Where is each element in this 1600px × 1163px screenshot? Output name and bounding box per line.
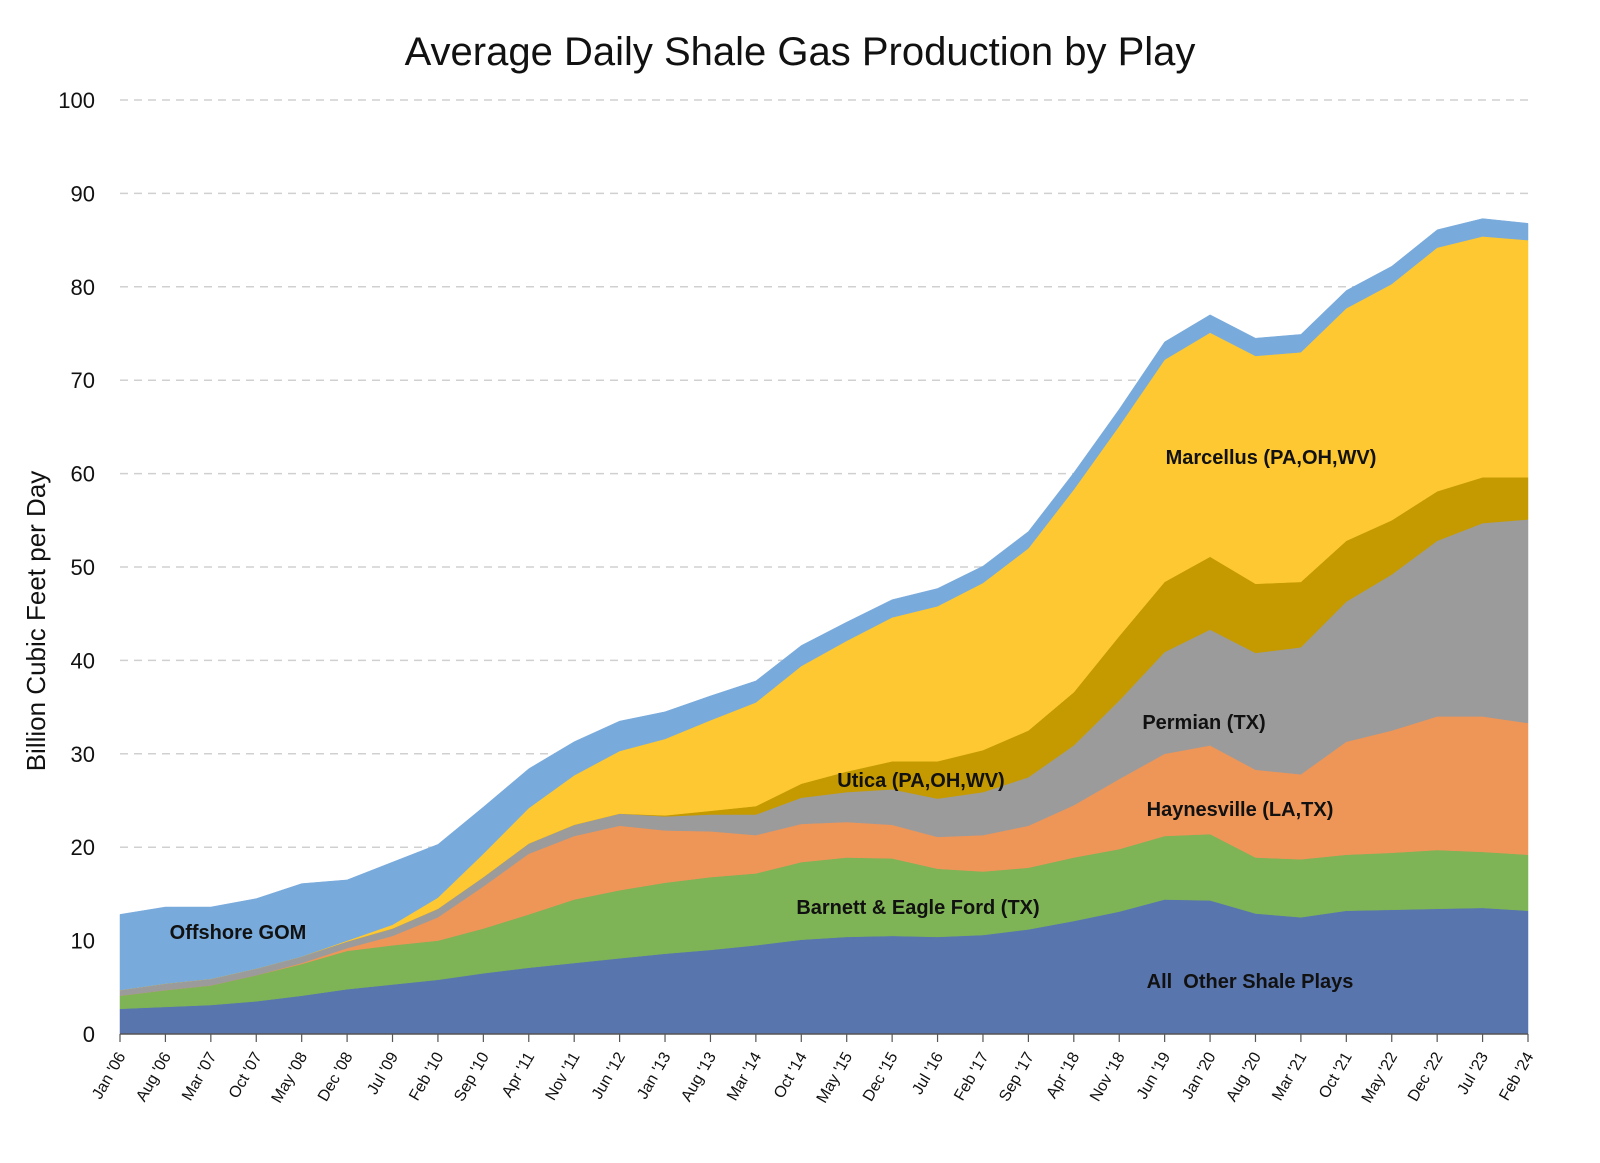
- x-tick-label: Feb '17: [951, 1049, 992, 1103]
- x-tick-label: Aug '06: [133, 1049, 175, 1104]
- y-tick-labels: 0 10 20 30 40 50 60 70 80 90 100: [58, 88, 95, 1047]
- x-tick-label: Aug '20: [1223, 1049, 1265, 1104]
- y-axis-title: Billion Cubic Feet per Day: [21, 471, 51, 772]
- x-tick-label: Oct '21: [1316, 1049, 1356, 1101]
- x-tick-label: Oct '07: [226, 1049, 266, 1101]
- y-tick-label: 70: [71, 368, 95, 393]
- area-label: Haynesville (LA,TX): [1147, 799, 1334, 821]
- y-tick-label: 100: [58, 88, 95, 113]
- y-tick-label: 30: [71, 742, 95, 767]
- y-tick-label: 40: [71, 648, 95, 673]
- area-label: Permian (TX): [1142, 712, 1265, 734]
- x-tick-label: Apr '11: [499, 1049, 538, 1100]
- x-tick-label: Sep '17: [996, 1049, 1038, 1104]
- y-tick-label: 80: [71, 275, 95, 300]
- x-tick-label: Mar '21: [1269, 1049, 1310, 1103]
- y-tick-label: 90: [71, 181, 95, 206]
- y-tick-label: 0: [83, 1022, 95, 1047]
- x-tick-label: Jan '20: [1179, 1049, 1219, 1102]
- area-label: Utica (PA,OH,WV): [837, 770, 1004, 792]
- series-areas: [119, 218, 1529, 1035]
- x-tick-label: Jul '23: [1454, 1049, 1492, 1097]
- area-annotations: Offshore GOM Barnett & Eagle Ford (TX) All…: [170, 447, 1377, 993]
- x-tick-label: Sep '10: [451, 1049, 493, 1104]
- x-tick-labels: Jan '06 Aug '06 Mar '07 Oct '07 May '08 Dec '…: [89, 1049, 1537, 1106]
- x-tick-label: Nov '11: [543, 1049, 584, 1103]
- x-tick-label: Feb '10: [406, 1049, 447, 1103]
- series-area-6: [119, 218, 1529, 991]
- area-label: All Other Shale Plays: [1147, 971, 1354, 993]
- x-tick-label: May '08: [269, 1049, 312, 1106]
- axes: [119, 1033, 1529, 1042]
- x-tick-label: Dec '08: [315, 1049, 357, 1104]
- x-tick-label: Jan '06: [89, 1049, 129, 1102]
- x-tick-label: Jun '19: [1134, 1049, 1174, 1102]
- y-tick-label: 20: [71, 835, 95, 860]
- x-tick-label: Aug '13: [678, 1049, 720, 1104]
- x-tick-label: Jul '16: [909, 1049, 947, 1097]
- x-tick-label: Mar '07: [179, 1049, 220, 1103]
- x-tick-label: Dec '15: [860, 1049, 902, 1104]
- x-tick-label: Jan '13: [634, 1049, 674, 1102]
- x-tick-label: May '22: [1359, 1049, 1402, 1106]
- x-tick-label: Apr '18: [1043, 1049, 1083, 1101]
- area-label: Offshore GOM: [170, 922, 307, 944]
- x-tick-label: Jul '09: [364, 1049, 402, 1097]
- y-tick-label: 50: [71, 555, 95, 580]
- y-tick-label: 10: [71, 929, 95, 954]
- x-tick-label: Jun '12: [589, 1049, 629, 1102]
- x-tick-label: May '15: [814, 1049, 857, 1106]
- x-tick-label: Dec '22: [1405, 1049, 1447, 1104]
- x-tick-label: Nov '18: [1087, 1049, 1129, 1104]
- y-tick-label: 60: [71, 462, 95, 487]
- chart-title: Average Daily Shale Gas Production by Pl…: [404, 30, 1196, 74]
- area-label: Marcellus (PA,OH,WV): [1166, 447, 1377, 469]
- x-tick-label: Mar '14: [724, 1049, 765, 1103]
- area-label: Barnett & Eagle Ford (TX): [796, 897, 1039, 919]
- x-tick-label: Oct '14: [771, 1049, 811, 1101]
- x-tick-label: Feb '24: [1496, 1049, 1537, 1103]
